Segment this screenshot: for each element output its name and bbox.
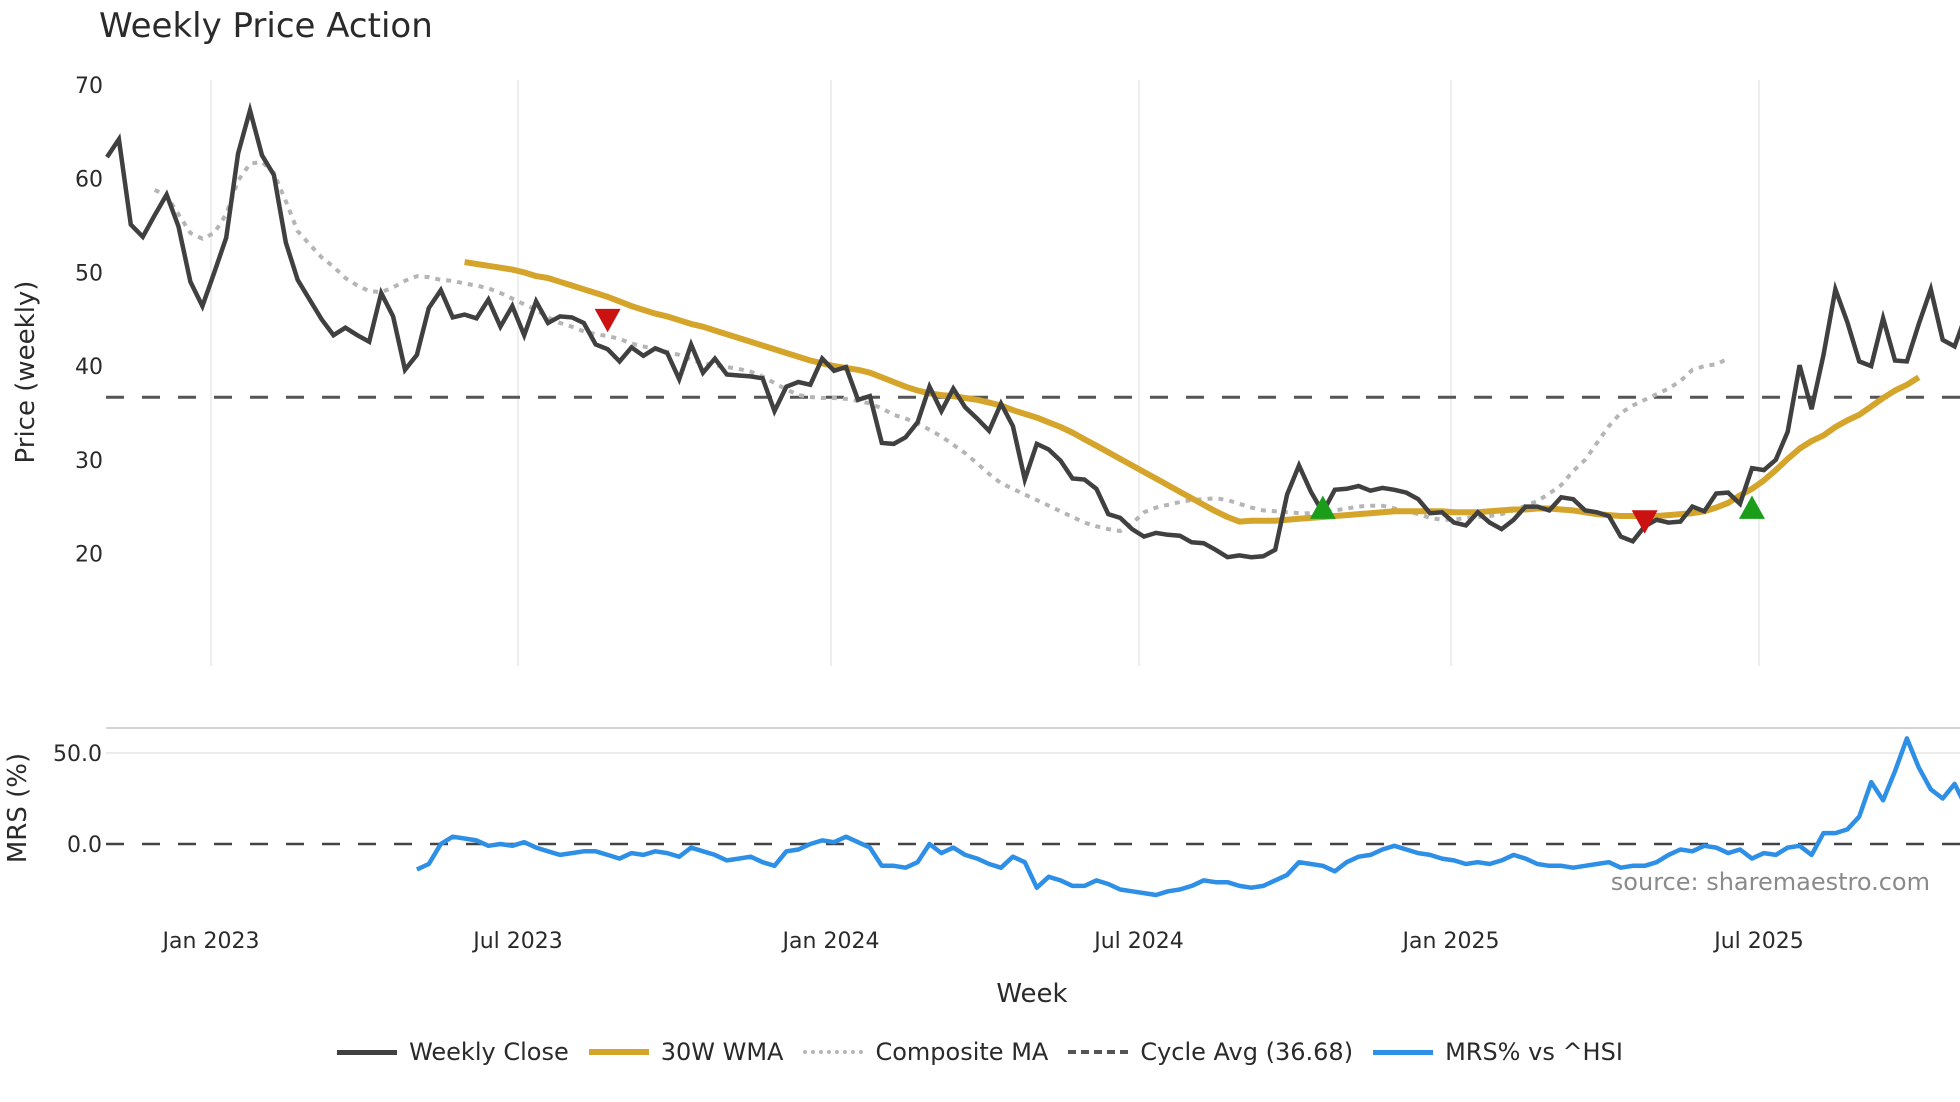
cycle-avg-swatch-icon — [1068, 1050, 1129, 1054]
legend-item-composite-ma[interactable]: Composite MA — [803, 1038, 1048, 1066]
x-tick-label: Jul 2023 — [471, 929, 563, 954]
price-y-tick: 50 — [75, 261, 103, 286]
sell-signal-down-triangle-icon — [594, 308, 621, 333]
legend-label: MRS% vs ^HSI — [1445, 1038, 1623, 1066]
x-tick-label: Jul 2024 — [1092, 929, 1184, 954]
weekly-close-line — [105, 101, 1960, 560]
price-pane: 70 60 50 40 30 20 Price (weekly) — [11, 74, 1960, 568]
composite-ma-swatch-icon — [803, 1050, 864, 1054]
price-y-tick: 40 — [75, 355, 103, 380]
chart-title: Weekly Price Action — [99, 6, 433, 46]
x-tick-label: Jul 2025 — [1712, 929, 1804, 954]
mrs-y-axis-title: MRS (%) — [3, 753, 33, 863]
mrs-line — [415, 736, 1960, 898]
signal-markers — [594, 308, 1765, 534]
legend: Weekly Close 30W WMA Composite MA Cycle … — [0, 1032, 1960, 1072]
x-axis-ticks: Jan 2023 Jul 2023 Jan 2024 Jul 2024 Jan 2025… — [161, 929, 1804, 954]
legend-label: Cycle Avg (36.68) — [1140, 1038, 1354, 1066]
legend-label: Weekly Close — [409, 1038, 569, 1066]
wma-swatch-icon — [588, 1049, 649, 1055]
legend-item-cycle-avg[interactable]: Cycle Avg (36.68) — [1068, 1038, 1353, 1066]
legend-label: 30W WMA — [660, 1038, 784, 1066]
source-annotation: source: sharemaestro.com — [1611, 868, 1930, 896]
legend-item-weekly-close[interactable]: Weekly Close — [337, 1038, 569, 1066]
wma-30w-line — [464, 259, 1921, 525]
buy-signal-up-triangle-icon — [1738, 495, 1765, 519]
buy-signal-up-triangle-icon — [1309, 495, 1336, 519]
x-tick-label: Jan 2024 — [781, 929, 880, 954]
weekly-close-swatch-icon — [337, 1049, 398, 1055]
legend-item-wma[interactable]: 30W WMA — [588, 1038, 784, 1066]
composite-ma-line — [153, 159, 1729, 534]
mrs-tick-0: 0.0 — [67, 833, 102, 858]
price-y-tick: 70 — [75, 74, 103, 99]
price-y-ticks: 70 60 50 40 30 20 — [75, 74, 103, 568]
price-y-tick: 30 — [75, 449, 103, 474]
x-tick-label: Jan 2025 — [1401, 929, 1500, 954]
legend-label: Composite MA — [875, 1038, 1049, 1066]
price-y-tick: 60 — [75, 168, 103, 193]
sell-signal-down-triangle-icon — [1631, 510, 1658, 534]
price-y-axis-title: Price (weekly) — [11, 281, 41, 464]
x-axis-title: Week — [996, 979, 1067, 1009]
x-gridlines — [210, 80, 1760, 666]
mrs-swatch-icon — [1373, 1049, 1434, 1055]
legend-item-mrs[interactable]: MRS% vs ^HSI — [1373, 1038, 1623, 1066]
x-tick-label: Jan 2023 — [161, 929, 260, 954]
mrs-tick-50: 50.0 — [53, 742, 102, 767]
mrs-pane: 50.0 0.0 source: sharemaestro.com MRS (%… — [3, 727, 1960, 898]
price-y-tick: 20 — [75, 543, 103, 568]
